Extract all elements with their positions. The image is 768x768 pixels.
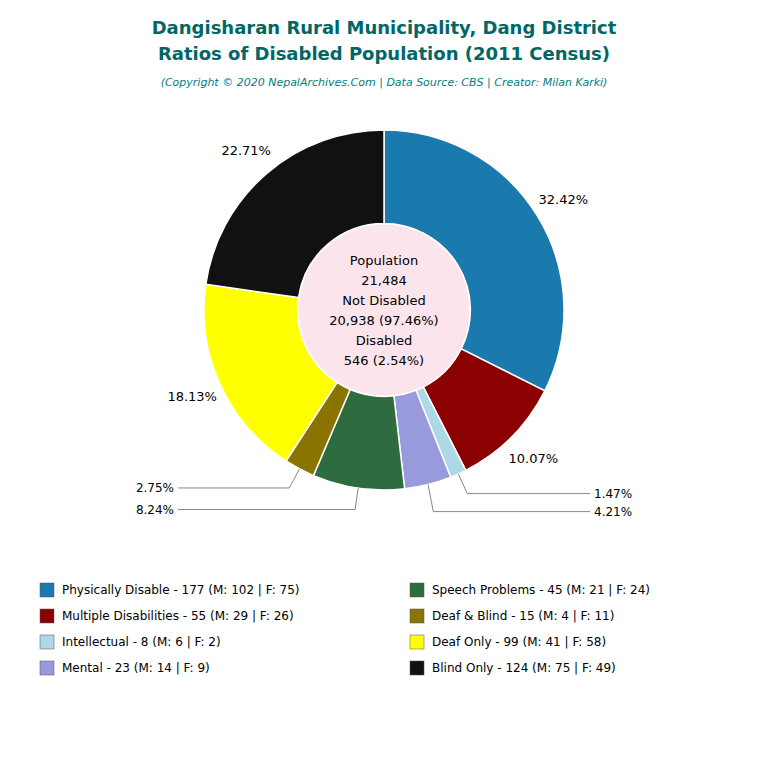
- leader-line: [458, 474, 590, 494]
- legend-entry: Speech Problems - 45 (M: 21 | F: 24): [432, 583, 650, 597]
- legend-swatch: [410, 609, 424, 623]
- data-label: 32.42%: [538, 192, 588, 207]
- legend-entry: Deaf & Blind - 15 (M: 4 | F: 11): [432, 609, 614, 623]
- chart: Dangisharan Rural Municipality, Dang Dis…: [0, 0, 768, 768]
- legend: Physically Disable - 177 (M: 102 | F: 75…: [40, 583, 650, 675]
- slices: [204, 130, 564, 490]
- center-hole: [299, 225, 470, 396]
- legend-swatch: [40, 609, 54, 623]
- data-label: 18.13%: [167, 389, 217, 404]
- legend-swatch: [40, 635, 54, 649]
- leader-line: [178, 469, 299, 488]
- legend-swatch: [40, 583, 54, 597]
- legend-entry: Mental - 23 (M: 14 | F: 9): [62, 661, 210, 675]
- data-label: 8.24%: [136, 503, 174, 517]
- legend-swatch: [410, 661, 424, 675]
- data-label: 2.75%: [136, 481, 174, 495]
- legend-entry: Deaf Only - 99 (M: 41 | F: 58): [432, 635, 606, 649]
- data-label: 22.71%: [221, 143, 271, 158]
- data-label: 1.47%: [594, 487, 632, 501]
- legend-entry: Physically Disable - 177 (M: 102 | F: 75…: [62, 583, 300, 597]
- center-text: Not Disabled: [342, 293, 425, 308]
- legend-entry: Blind Only - 124 (M: 75 | F: 49): [432, 661, 616, 675]
- legend-swatch: [410, 635, 424, 649]
- leader-line: [428, 485, 590, 512]
- center-text: Population: [350, 253, 418, 268]
- center-text: 546 (2.54%): [344, 353, 424, 368]
- leader-line: [178, 488, 358, 509]
- center-text: 20,938 (97.46%): [329, 313, 438, 328]
- data-label: 10.07%: [509, 451, 559, 466]
- legend-swatch: [410, 583, 424, 597]
- subtitle: (Copyright © 2020 NepalArchives.Com | Da…: [161, 76, 608, 89]
- legend-swatch: [40, 661, 54, 675]
- legend-entry: Multiple Disabilities - 55 (M: 29 | F: 2…: [62, 609, 294, 623]
- center-text: Disabled: [356, 333, 412, 348]
- background: [0, 0, 768, 768]
- legend-entry: Intellectual - 8 (M: 6 | F: 2): [62, 635, 221, 649]
- title: Dangisharan Rural Municipality, Dang Dis…: [152, 17, 617, 38]
- center-text: 21,484: [361, 273, 407, 288]
- data-label: 4.21%: [594, 505, 632, 519]
- title: Ratios of Disabled Population (2011 Cens…: [158, 43, 610, 64]
- data-labels: 32.42% 10.07% 18.13% 22.71% 1.47% 4.21% 2.75% 8…: [136, 143, 632, 518]
